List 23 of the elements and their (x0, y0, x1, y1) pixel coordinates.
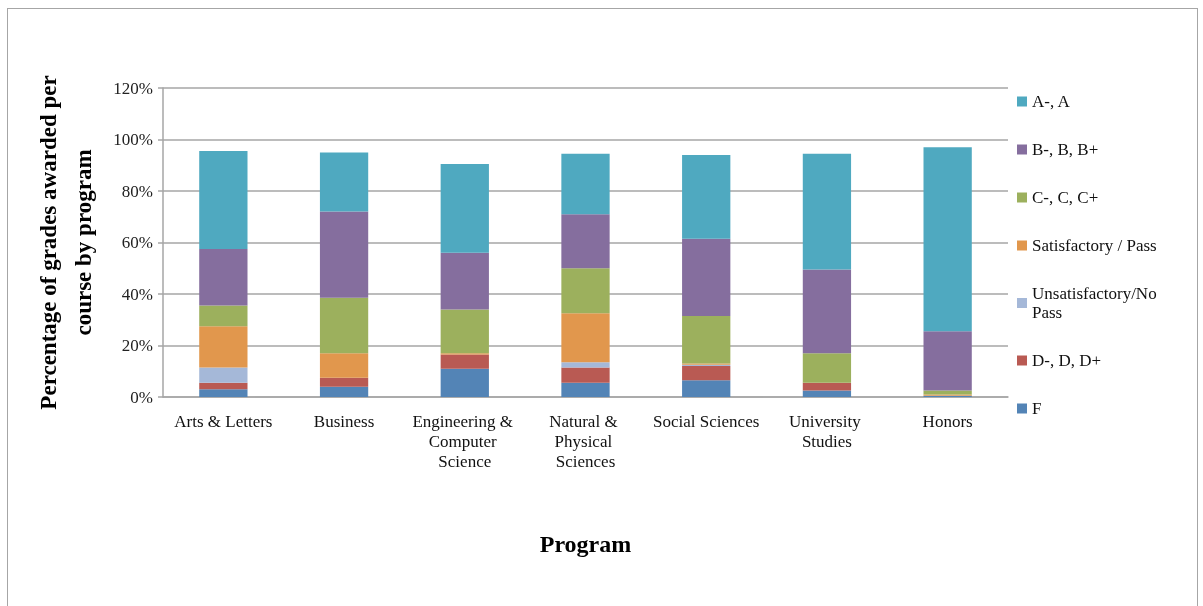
legend-label: D-, D, D+ (1032, 351, 1102, 370)
x-tick-label: Natural & Physical Sciences (549, 411, 622, 471)
x-tick-label: Business (313, 411, 375, 431)
legend-label: Unsatisfactory/No Pass (1032, 284, 1161, 322)
legend-label: A-, A (1032, 92, 1071, 111)
y-tick-label: 0% (130, 387, 153, 407)
legend-label: C-, C, C+ (1032, 188, 1099, 207)
legend-label: B-, B, B+ (1032, 140, 1099, 159)
y-tick-label: 40% (121, 284, 153, 304)
x-tick-label: University Studies (788, 411, 865, 451)
x-axis-title: Program (539, 531, 632, 557)
y-tick-label: 100% (113, 130, 153, 149)
y-tick-label: 20% (121, 336, 153, 355)
x-tick-label: Honors (922, 411, 973, 431)
x-tick-label: Social Sciences (653, 411, 760, 431)
y-axis-title: Percentage of grades awarded per course by program (36, 75, 96, 410)
y-tick-label: 60% (121, 233, 153, 252)
y-tick-label: 80% (121, 181, 153, 201)
x-tick-label: Arts & Letters (174, 411, 273, 431)
legend-label: F (1032, 399, 1042, 418)
y-tick-label: 120% (113, 78, 153, 98)
x-tick-label: Engineering & Computer Science (412, 411, 518, 471)
legend-label: Satisfactory / Pass (1032, 236, 1157, 255)
